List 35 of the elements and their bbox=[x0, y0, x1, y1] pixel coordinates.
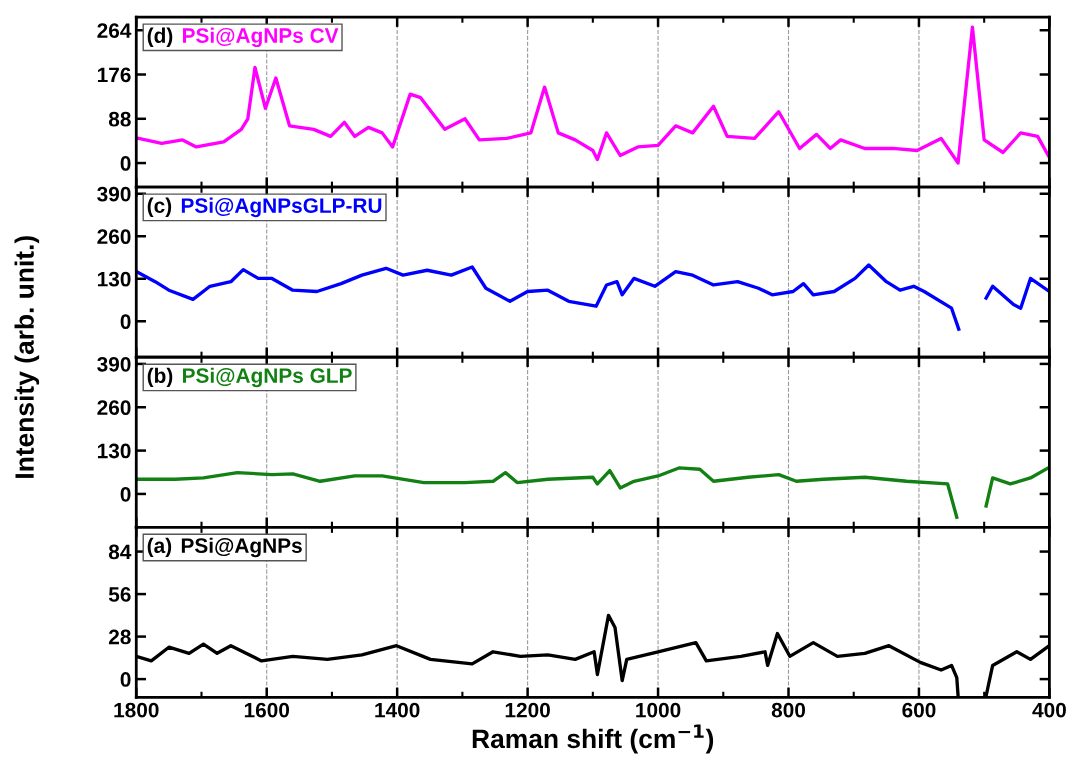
y-tick-label: 28 bbox=[108, 629, 131, 645]
y-tick-label: 0 bbox=[120, 314, 131, 330]
y-tick-label: 88 bbox=[108, 111, 131, 127]
series-label: PSi@AgNPs CV bbox=[183, 27, 339, 48]
text: PSi@AgNPs bbox=[181, 537, 302, 558]
y-tick-label: 260 bbox=[97, 229, 131, 244]
text: PSi@AgNPsGLP-RU bbox=[181, 197, 382, 218]
y-tick-label: 84 bbox=[108, 544, 132, 560]
annotation: (a) bbox=[147, 537, 172, 558]
line-series bbox=[136, 25, 1050, 165]
y-tick-label: 0 bbox=[120, 156, 131, 171]
x-tick-label: 1400 bbox=[375, 702, 420, 718]
x-tick-label: 400 bbox=[1032, 702, 1066, 718]
x-tick-label: 800 bbox=[771, 702, 806, 718]
annotation: (d) bbox=[147, 27, 173, 47]
y-tick-label: 130 bbox=[97, 271, 131, 287]
x-tick-label: 1200 bbox=[505, 702, 550, 718]
y-axis-title: Intensity (arb. unit.) bbox=[14, 236, 40, 478]
annotation: (b) bbox=[147, 367, 173, 388]
y-tick-label: 260 bbox=[97, 400, 131, 416]
x-tick-label: 1800 bbox=[114, 702, 159, 718]
x-axis-title: Raman shift (cm$^{−1}$) bbox=[472, 724, 714, 754]
y-tick-label: 390 bbox=[97, 186, 131, 202]
y-tick-label: 176 bbox=[97, 67, 131, 83]
annotation: (c) bbox=[147, 197, 172, 218]
y-tick-label: 56 bbox=[108, 587, 131, 602]
y-tick-label: 390 bbox=[97, 356, 131, 372]
y-tick-label: 130 bbox=[97, 443, 131, 459]
y-tick-label: 0 bbox=[120, 486, 131, 502]
text: PSi@AgNPs GLP bbox=[183, 367, 352, 388]
y-tick-label: 0 bbox=[120, 672, 131, 687]
x-tick-label: 1600 bbox=[244, 702, 290, 718]
y-tick-label: 264 bbox=[97, 23, 132, 38]
x-tick-label: 600 bbox=[902, 702, 936, 718]
x-tick-label: 1000 bbox=[636, 702, 681, 718]
